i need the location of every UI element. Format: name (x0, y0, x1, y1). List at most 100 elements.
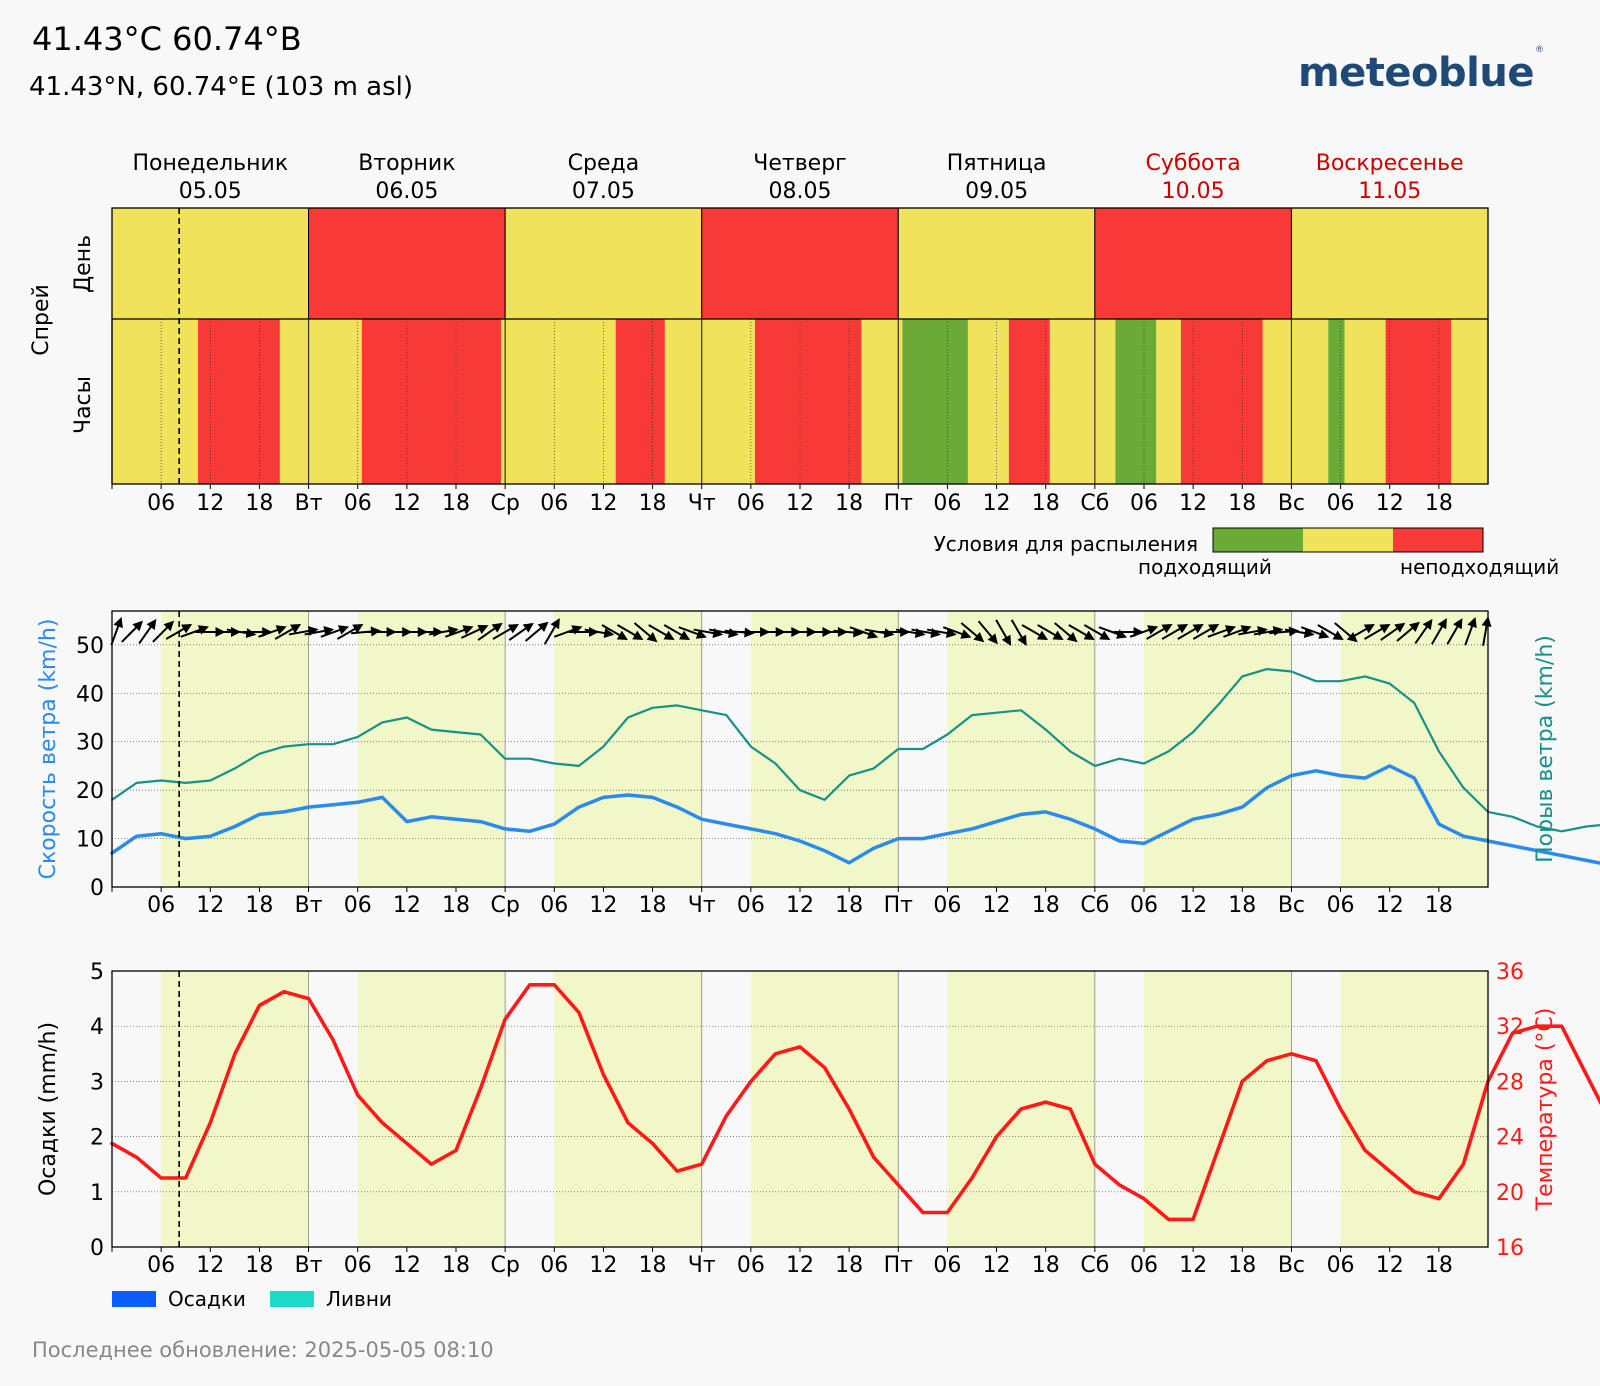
hourly-condition-segment (198, 319, 280, 484)
wind-arrow-head (1176, 624, 1189, 634)
wind-direction-arrow (477, 622, 503, 641)
x-tick-hour-label: 06 (540, 1253, 568, 1278)
day-condition-cell (308, 207, 506, 320)
x-tick-day-label: Сб (1080, 491, 1109, 516)
wind-arrow-head (462, 625, 474, 635)
x-tick-day-label: Вс (1278, 1253, 1305, 1278)
hourly-condition-segment (1180, 319, 1263, 484)
y-axis-label-gust: Порыв ветра (km/h) (1533, 635, 1558, 863)
wind-arrow-head (447, 626, 459, 636)
x-tick-hour-label: 12 (393, 1253, 421, 1278)
x-tick-day-label: Вт (295, 1253, 323, 1278)
wind-arrow-head (1394, 622, 1406, 633)
x-tick-hour-label: 12 (589, 893, 617, 918)
wind-direction-arrow (1348, 624, 1375, 640)
wind-arrow-head (550, 618, 560, 630)
y-axis-label-spray: Спрей (29, 284, 54, 356)
wind-direction-arrow (1161, 624, 1189, 640)
meteoblue-logo[interactable]: meteoblue® (1298, 45, 1544, 96)
daylight-shade (554, 611, 702, 887)
x-tick-hour-label: 06 (147, 1253, 175, 1278)
wind-direction-arrow (616, 624, 644, 640)
wind-arrow-head (1240, 625, 1252, 635)
wind-arrow-head (728, 628, 739, 638)
x-tick-hour-label: 12 (589, 1253, 617, 1278)
legend-low-label: подходящий (1138, 555, 1272, 579)
wind-arrow-head (1379, 624, 1391, 634)
day-condition-cell (897, 207, 1096, 320)
x-tick-hour-label: 18 (1032, 1253, 1060, 1278)
legend-swatch-green (1213, 528, 1303, 552)
hourly-condition-segment (615, 319, 665, 484)
day-date-label: 05.05 (179, 179, 242, 204)
wind-direction-arrow (460, 624, 489, 639)
wind-direction-arrow (121, 620, 144, 643)
wind-direction-arrow (1021, 624, 1049, 640)
wind-direction-arrow (1146, 624, 1173, 640)
wind-direction-arrow (1446, 618, 1463, 645)
y-tick-label-precip: 5 (90, 960, 104, 985)
wind-arrow-head (960, 629, 972, 639)
wind-arrow-head (323, 626, 335, 636)
wind-direction-arrow (1054, 622, 1078, 643)
x-tick-hour-label: 06 (540, 491, 568, 516)
day-date-label: 09.05 (965, 179, 1028, 204)
x-tick-day-label: Сб (1080, 1253, 1109, 1278)
legend-swatch-red (1393, 528, 1483, 552)
day-condition-cell (1094, 207, 1292, 320)
wind-direction-arrow (320, 625, 350, 638)
wind-arrow-head (1066, 632, 1078, 643)
wind-direction-arrow (960, 622, 985, 643)
registered-mark: ® (1535, 44, 1544, 55)
wind-direction-arrow (633, 622, 658, 643)
x-tick-hour-label: 06 (1130, 1253, 1158, 1278)
x-tick-hour-label: 12 (786, 1253, 814, 1278)
wind-arrow-head (507, 624, 519, 634)
x-tick-hour-label: 18 (835, 893, 863, 918)
wind-arrow-head (1332, 630, 1344, 640)
wind-arrow-head (1437, 618, 1447, 630)
wind-direction-arrow (110, 616, 123, 646)
x-tick-hour-label: 06 (737, 1253, 765, 1278)
wind-arrow-head (1208, 624, 1220, 634)
wind-arrow-head (1422, 618, 1433, 630)
x-tick-hour-label: 12 (983, 1253, 1011, 1278)
x-tick-day-label: Вт (295, 491, 323, 516)
day-date-label: 07.05 (572, 179, 635, 204)
x-tick-hour-label: 06 (1327, 491, 1355, 516)
daylight-shade (1340, 611, 1488, 887)
wind-arrow-head (646, 632, 658, 643)
wind-arrow-head (678, 630, 691, 640)
wind-arrow-head (491, 622, 503, 633)
x-tick-day-label: Ср (490, 1253, 519, 1278)
daylight-shade (161, 971, 309, 1247)
hourly-condition-segment (279, 319, 362, 484)
wind-arrow-head (1052, 630, 1064, 640)
x-tick-hour-label: 12 (1376, 1253, 1404, 1278)
daylight-shade (947, 611, 1095, 887)
wind-arrow-head (632, 630, 644, 640)
x-tick-hour-label: 18 (1228, 1253, 1256, 1278)
hourly-condition-segment (112, 319, 198, 484)
wind-arrow-head (245, 628, 257, 638)
wind-arrow-head (275, 625, 287, 635)
day-name-label: Среда (568, 151, 640, 176)
wind-arrow-head (695, 629, 707, 639)
wind-arrow-head (1303, 628, 1315, 638)
x-tick-day-label: Пт (884, 1253, 914, 1278)
x-tick-hour-label: 06 (344, 1253, 372, 1278)
wind-direction-arrow (524, 621, 549, 642)
y-tick-label-wind: 20 (76, 779, 104, 804)
wind-speed-series-line (110, 764, 1600, 865)
x-tick-hour-label: 06 (147, 491, 175, 516)
x-tick-hour-label: 18 (1228, 491, 1256, 516)
x-tick-day-label: Чт (688, 491, 716, 516)
day-name-label: Четверг (753, 151, 846, 176)
wind-direction-arrow (1083, 624, 1111, 640)
x-tick-hour-label: 06 (1130, 893, 1158, 918)
x-tick-hour-label: 18 (1228, 893, 1256, 918)
y-tick-label-temp: 20 (1496, 1181, 1524, 1206)
wind-direction-arrow (1396, 621, 1420, 642)
wind-direction-arrow (428, 626, 459, 636)
daylight-shade (357, 611, 506, 887)
